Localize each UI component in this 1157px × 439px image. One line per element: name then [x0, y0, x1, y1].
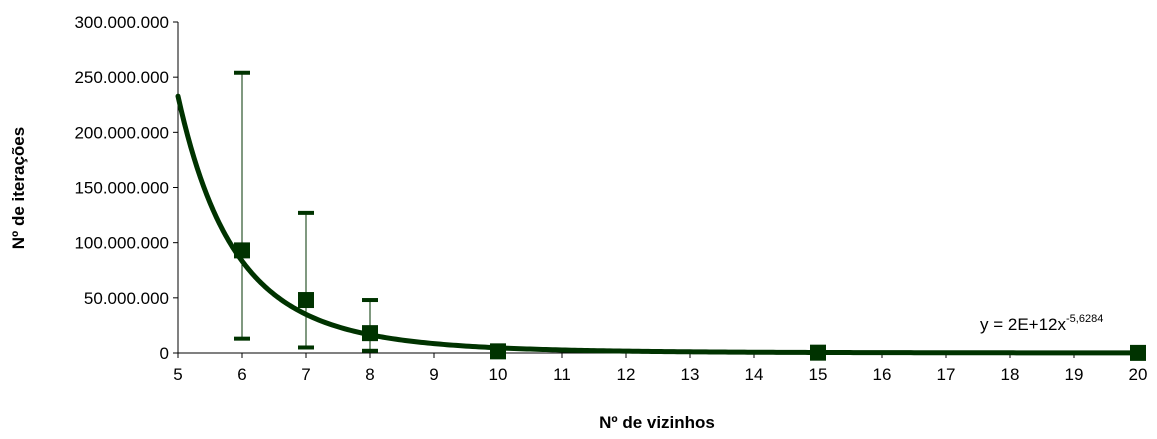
y-tick-label: 50.000.000 — [84, 289, 169, 308]
data-point-marker — [490, 343, 506, 360]
y-tick-label: 150.000.000 — [74, 179, 169, 198]
trendline-equation: y = 2E+12x-5,6284 — [980, 313, 1103, 334]
power-trendline — [175, 93, 1141, 356]
trendline-layer — [175, 93, 1141, 356]
x-tick-label: 19 — [1065, 365, 1084, 384]
error-bars — [234, 70, 378, 353]
x-axis-title: Nº de vizinhos — [599, 413, 715, 432]
x-tick-label: 17 — [937, 365, 956, 384]
x-tick-label: 16 — [873, 365, 892, 384]
x-tick-label: 11 — [553, 365, 571, 384]
x-tick-label: 13 — [681, 365, 700, 384]
data-point-marker — [362, 325, 378, 342]
x-tick-label: 7 — [301, 365, 310, 384]
data-point-marker — [1130, 344, 1146, 361]
y-axis-title: Nº de iterações — [9, 127, 28, 249]
data-point-marker — [234, 242, 250, 259]
x-tick-label: 14 — [745, 365, 764, 384]
y-tick-label: 250.000.000 — [74, 68, 169, 87]
x-tick-label: 15 — [809, 365, 828, 384]
y-tick-label: 100.000.000 — [74, 234, 169, 253]
x-tick-label: 9 — [429, 365, 438, 384]
trendline-equation-base: y = 2E+12x — [980, 315, 1067, 334]
x-tick-label: 8 — [365, 365, 374, 384]
data-points — [234, 242, 1146, 361]
trendline-equation-exponent: -5,6284 — [1066, 313, 1103, 325]
x-tick-label: 18 — [1001, 365, 1020, 384]
y-tick-label: 200.000.000 — [74, 123, 169, 142]
x-tick-label: 5 — [173, 365, 182, 384]
x-tick-label: 6 — [237, 365, 246, 384]
x-tick-label: 12 — [617, 365, 636, 384]
x-tick-label: 10 — [489, 365, 508, 384]
y-tick-label: 300.000.000 — [74, 13, 169, 32]
axes: 0 50.000.000 100.000.000 150.000.000 200.000… — [74, 13, 1147, 384]
y-tick-label: 0 — [160, 344, 169, 363]
data-point-marker — [810, 344, 826, 361]
x-tick-label: 20 — [1129, 365, 1148, 384]
data-point-marker — [298, 292, 314, 309]
